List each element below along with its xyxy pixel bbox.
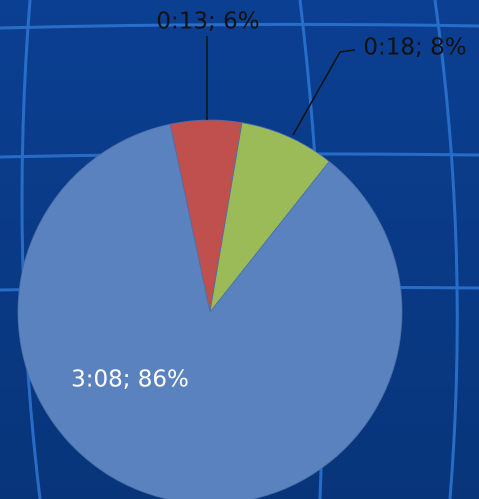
leader-line [292,49,356,136]
pie-slice [209,122,330,313]
data-label: 0:18; 8% [363,35,466,61]
data-label: 0:13; 6% [156,9,259,35]
data-label: 3:08; 86% [71,367,189,393]
pie [17,119,403,499]
